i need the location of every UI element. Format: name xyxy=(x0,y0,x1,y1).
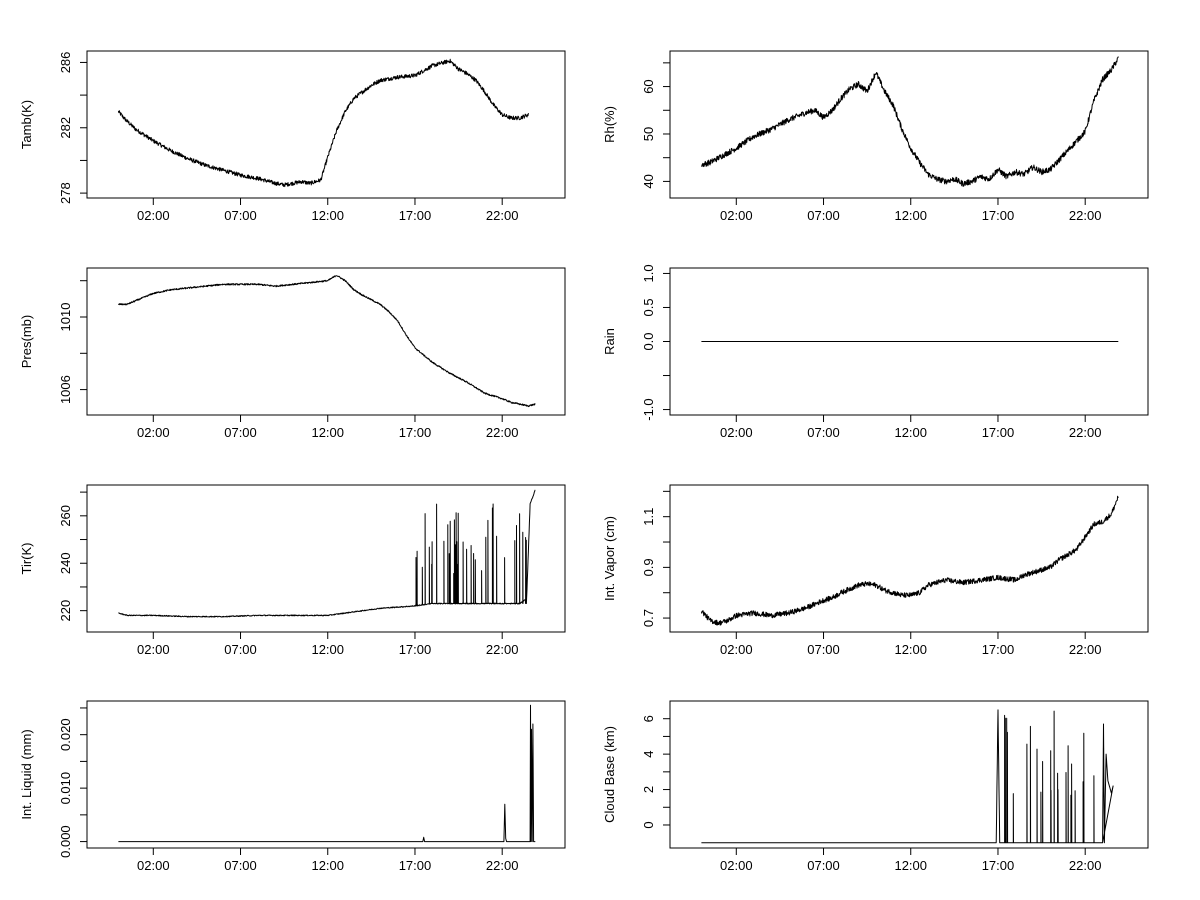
y-tick-label: 0.000 xyxy=(58,825,73,858)
y-tick-label: 278 xyxy=(58,182,73,204)
panel-vapor: 02:00 07:00 12:00 17:00 22:00 0.7 0.9 1.1 Int. V… xyxy=(602,484,1149,657)
x-tick-label: 12:00 xyxy=(894,208,927,223)
x-tick-label: 17:00 xyxy=(399,858,432,873)
x-tick-label: 07:00 xyxy=(807,858,840,873)
x-tick-label: 17:00 xyxy=(399,425,432,440)
y-tick-label: 1.1 xyxy=(641,508,656,526)
series-line-liquid xyxy=(118,704,536,843)
y-tick-label: 60 xyxy=(641,79,656,93)
x-tick-label: 17:00 xyxy=(982,208,1015,223)
plot-frame xyxy=(86,700,566,849)
panel-tamb: 02:00 07:00 12:00 17:00 22:00 278 282 286 Tamb(K… xyxy=(19,50,566,223)
y-tick-label: 260 xyxy=(58,505,73,527)
x-tick-label: 22:00 xyxy=(486,858,519,873)
y-tick-label: 40 xyxy=(641,174,656,188)
x-tick-label: 12:00 xyxy=(311,858,344,873)
plot-frame xyxy=(669,484,1149,633)
y-tick-label: 0 xyxy=(641,821,656,828)
x-tick-label: 22:00 xyxy=(486,642,519,657)
x-tick-label: 02:00 xyxy=(137,208,170,223)
y-tick-label: 0.9 xyxy=(641,558,656,576)
plot-frame xyxy=(669,700,1149,849)
y-tick-label: 1.0 xyxy=(641,264,656,282)
plot-frame xyxy=(86,267,566,416)
y-tick-label: 6 xyxy=(641,715,656,722)
x-tick-label: 07:00 xyxy=(807,208,840,223)
x-tick-label: 02:00 xyxy=(720,858,753,873)
series-line-tamb xyxy=(117,58,529,188)
y-tick-label: 1010 xyxy=(58,303,73,332)
x-tick-label: 07:00 xyxy=(807,642,840,657)
panel-rain: 02:00 07:00 12:00 17:00 22:00 -1.0 0.0 0.5 1.0 Ra… xyxy=(602,264,1149,440)
y-tick-label: 0.010 xyxy=(58,772,73,805)
y-axis-label: Int. Liquid (mm) xyxy=(19,729,34,819)
x-tick-label: 12:00 xyxy=(311,208,344,223)
y-tick-label: 282 xyxy=(58,117,73,139)
panel-tir: 02:00 07:00 12:00 17:00 22:00 220 240 260 Tir(K) xyxy=(19,484,566,657)
y-axis-label: Rh(%) xyxy=(602,106,617,143)
x-tick-label: 07:00 xyxy=(224,858,257,873)
x-tick-label: 22:00 xyxy=(1069,642,1102,657)
series-line-tir xyxy=(118,489,536,618)
series-line-rh xyxy=(701,56,1119,187)
x-tick-label: 02:00 xyxy=(137,425,170,440)
x-tick-label: 22:00 xyxy=(1069,208,1102,223)
x-tick-label: 17:00 xyxy=(399,642,432,657)
x-tick-label: 02:00 xyxy=(137,642,170,657)
x-tick-label: 17:00 xyxy=(982,425,1015,440)
y-tick-label: 1006 xyxy=(58,375,73,404)
y-tick-label: 0.020 xyxy=(58,718,73,751)
x-tick-label: 22:00 xyxy=(486,208,519,223)
series-line-vapor xyxy=(700,495,1119,626)
y-tick-label: 0.7 xyxy=(641,609,656,627)
x-tick-label: 07:00 xyxy=(807,425,840,440)
x-tick-label: 12:00 xyxy=(894,642,927,657)
panel-liquid: 02:00 07:00 12:00 17:00 22:00 0.000 0.010 0.020… xyxy=(19,700,566,873)
y-axis-label: Pres(mb) xyxy=(19,315,34,368)
x-tick-label: 07:00 xyxy=(224,642,257,657)
y-axis-label: Tir(K) xyxy=(19,542,34,574)
x-tick-label: 12:00 xyxy=(311,425,344,440)
x-tick-label: 17:00 xyxy=(982,642,1015,657)
x-tick-label: 07:00 xyxy=(224,425,257,440)
y-axis-label: Int. Vapor (cm) xyxy=(602,516,617,601)
y-axis-label: Rain xyxy=(602,328,617,355)
x-tick-label: 02:00 xyxy=(137,858,170,873)
x-tick-label: 07:00 xyxy=(224,208,257,223)
x-tick-label: 22:00 xyxy=(1069,425,1102,440)
x-tick-label: 02:00 xyxy=(720,208,753,223)
x-tick-label: 02:00 xyxy=(720,425,753,440)
y-axis-label: Cloud Base (km) xyxy=(602,726,617,823)
plot-frame xyxy=(86,484,566,633)
x-tick-label: 02:00 xyxy=(720,642,753,657)
series-line-cloudbase xyxy=(701,709,1114,844)
x-tick-label: 12:00 xyxy=(311,642,344,657)
x-tick-label: 12:00 xyxy=(894,425,927,440)
panel-cloudbase: 02:00 07:00 12:00 17:00 22:00 0 2 4 6 Cloud Base … xyxy=(602,700,1149,873)
y-tick-label: 286 xyxy=(58,52,73,74)
y-tick-label: 0.0 xyxy=(641,332,656,350)
y-tick-label: -1.0 xyxy=(641,398,656,420)
plot-frame xyxy=(86,50,566,199)
x-tick-label: 12:00 xyxy=(894,858,927,873)
y-tick-label: 50 xyxy=(641,127,656,141)
x-tick-label: 22:00 xyxy=(1069,858,1102,873)
y-tick-label: 0.5 xyxy=(641,298,656,316)
series-line-pres xyxy=(117,275,536,408)
y-tick-label: 240 xyxy=(58,552,73,574)
panel-rh: 02:00 07:00 12:00 17:00 22:00 40 50 60 Rh(%) xyxy=(602,50,1149,223)
x-tick-label: 17:00 xyxy=(399,208,432,223)
x-tick-label: 22:00 xyxy=(486,425,519,440)
y-axis-label: Tamb(K) xyxy=(19,100,34,149)
y-tick-label: 4 xyxy=(641,751,656,758)
y-tick-label: 2 xyxy=(641,786,656,793)
x-tick-label: 17:00 xyxy=(982,858,1015,873)
panel-pres: 02:00 07:00 12:00 17:00 22:00 1006 1010 Pres(mb… xyxy=(19,267,566,440)
y-tick-label: 220 xyxy=(58,600,73,622)
plot-frame xyxy=(669,50,1149,199)
